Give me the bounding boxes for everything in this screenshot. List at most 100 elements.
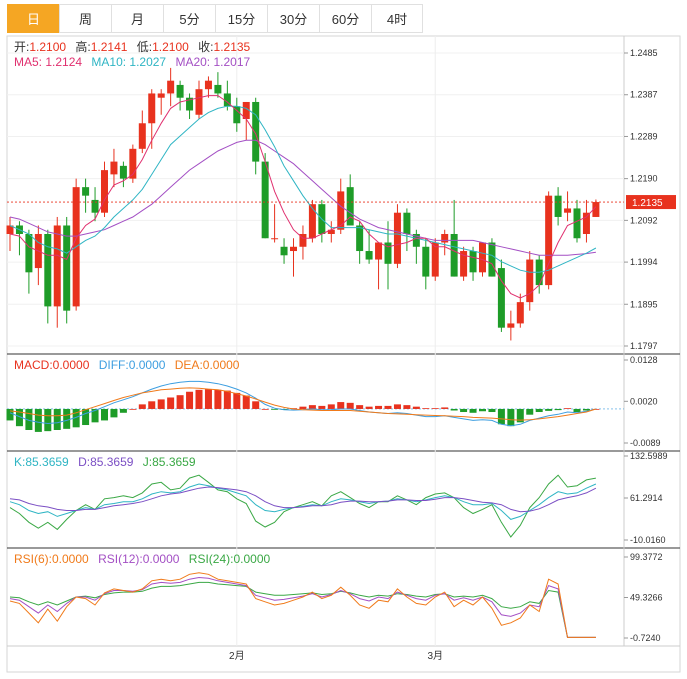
candle-39 bbox=[375, 242, 383, 290]
tab-day[interactable]: 日 bbox=[7, 4, 59, 33]
candle-46 bbox=[441, 229, 449, 256]
high-label: 高: bbox=[75, 39, 90, 54]
candle-2 bbox=[25, 229, 33, 294]
candle-13 bbox=[129, 144, 137, 183]
macd-bar-58 bbox=[554, 408, 562, 411]
macd-bar-6 bbox=[63, 408, 71, 429]
high-value: 1.2141 bbox=[91, 40, 128, 54]
macd-bar-40 bbox=[384, 405, 392, 409]
low-label: 低: bbox=[137, 40, 152, 54]
k-legend-value: K:85.3659 bbox=[14, 455, 69, 469]
candle-body-10 bbox=[101, 170, 108, 213]
macd-tick-label-2: -0.0089 bbox=[630, 438, 661, 448]
candle-body-42 bbox=[403, 212, 411, 234]
candle-52 bbox=[497, 259, 505, 332]
candle-24 bbox=[233, 97, 241, 132]
kdj-tick-label-2: -10.0160 bbox=[630, 535, 666, 545]
macd-bar-60 bbox=[573, 408, 581, 413]
macd-bar-26 bbox=[252, 401, 260, 409]
candle-45 bbox=[431, 238, 439, 281]
ma5-line bbox=[9, 95, 597, 299]
open-label: 开: bbox=[14, 40, 29, 54]
dea-line bbox=[9, 387, 597, 421]
candle-body-4 bbox=[44, 233, 52, 307]
candle-body-48 bbox=[460, 251, 468, 277]
candle-body-40 bbox=[384, 242, 392, 264]
candle-41 bbox=[393, 204, 401, 269]
candle-28 bbox=[271, 204, 279, 243]
macd-bar-39 bbox=[375, 405, 383, 409]
last-price-label: 1.2135 bbox=[632, 198, 663, 209]
macd-bar-18 bbox=[176, 395, 184, 409]
candle-body-5 bbox=[53, 225, 61, 307]
candle-18 bbox=[176, 80, 184, 111]
candle-31 bbox=[299, 225, 307, 260]
candle-body-19 bbox=[186, 97, 194, 111]
candle-44 bbox=[422, 238, 430, 290]
macd-bar-23 bbox=[223, 390, 231, 409]
candle-body-30 bbox=[290, 246, 297, 252]
tab-month[interactable]: 月 bbox=[111, 4, 163, 33]
macd-bar-50 bbox=[479, 408, 486, 412]
candle-body-0 bbox=[6, 225, 14, 234]
candle-body-15 bbox=[148, 93, 156, 124]
candle-body-12 bbox=[119, 165, 127, 179]
macd-bar-13 bbox=[129, 408, 137, 410]
candle-26 bbox=[252, 97, 260, 175]
candle-body-13 bbox=[129, 148, 137, 179]
macd-bar-33 bbox=[318, 405, 326, 409]
tab-30min[interactable]: 30分 bbox=[267, 4, 319, 33]
candle-6 bbox=[63, 216, 71, 324]
price-tick-label-2: 1.2289 bbox=[630, 131, 658, 141]
rsi-tick-label-2: -0.7240 bbox=[630, 633, 661, 643]
candle-body-8 bbox=[82, 187, 90, 196]
macd-bar-14 bbox=[138, 404, 146, 409]
candle-body-9 bbox=[91, 199, 99, 213]
tab-60min[interactable]: 60分 bbox=[319, 4, 371, 33]
rsi24-line bbox=[9, 581, 596, 638]
ma-legend: MA5: 1.2124 MA10: 1.2027 MA20: 1.2017 bbox=[14, 55, 250, 69]
macd-bar-15 bbox=[148, 401, 156, 409]
candle-body-27 bbox=[261, 161, 269, 239]
candle-0 bbox=[6, 216, 14, 252]
candle-61 bbox=[582, 199, 590, 243]
tab-week[interactable]: 周 bbox=[59, 4, 111, 33]
candle-body-11 bbox=[110, 161, 118, 175]
j-line bbox=[9, 474, 596, 538]
macd-bar-37 bbox=[356, 405, 364, 409]
candle-22 bbox=[214, 72, 222, 98]
macd-bar-56 bbox=[535, 408, 543, 413]
candle-49 bbox=[469, 246, 477, 281]
tab-15min[interactable]: 15分 bbox=[215, 4, 267, 33]
candle-15 bbox=[148, 89, 156, 149]
ma20-line bbox=[9, 139, 596, 256]
candle-body-32 bbox=[308, 204, 316, 239]
macd-bar-27 bbox=[261, 408, 269, 410]
rsi-tick-label-0: 99.3772 bbox=[630, 552, 663, 562]
price-tick-label-1: 1.2387 bbox=[630, 90, 658, 100]
candle-body-47 bbox=[450, 233, 458, 277]
candle-12 bbox=[119, 161, 127, 188]
candle-43 bbox=[412, 229, 420, 264]
macd-bar-4 bbox=[44, 408, 52, 432]
candle-body-46 bbox=[441, 233, 449, 243]
tab-5min[interactable]: 5分 bbox=[163, 4, 215, 33]
ma10-line bbox=[9, 105, 597, 273]
candle-body-2 bbox=[25, 233, 33, 273]
macd-bar-32 bbox=[308, 405, 316, 409]
rsi-series bbox=[9, 572, 596, 638]
macd-bar-25 bbox=[242, 395, 250, 409]
macd-bar-47 bbox=[450, 408, 458, 411]
macd-bar-2 bbox=[25, 408, 33, 430]
candle-42 bbox=[403, 208, 411, 252]
tab-4hour[interactable]: 4时 bbox=[371, 4, 423, 33]
rsi-legend: RSI(6):0.0000 RSI(12):0.0000 RSI(24):0.0… bbox=[14, 552, 271, 566]
macd-bar-1 bbox=[15, 408, 23, 427]
macd-bar-16 bbox=[157, 399, 165, 409]
macd-bar-52 bbox=[497, 408, 505, 425]
rsi12-line bbox=[9, 576, 596, 638]
macd-bar-5 bbox=[53, 408, 61, 430]
candle-body-49 bbox=[469, 251, 477, 273]
macd-bar-7 bbox=[72, 408, 80, 428]
